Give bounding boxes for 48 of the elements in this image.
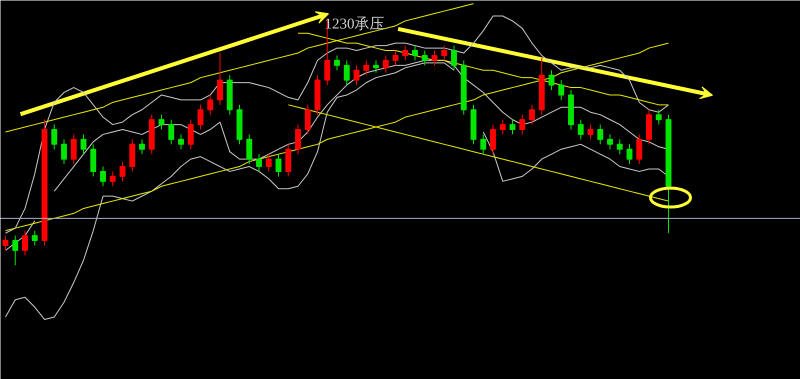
candlestick <box>51 124 58 150</box>
candlestick <box>422 50 428 66</box>
candlestick <box>2 235 8 251</box>
candlestick <box>22 230 28 256</box>
candlestick <box>246 134 252 165</box>
candlestick <box>90 144 96 177</box>
candlestick <box>188 119 194 150</box>
candlestick <box>510 119 516 135</box>
candlestick <box>373 60 379 74</box>
candlestick <box>334 54 340 71</box>
candlestick <box>432 50 438 66</box>
candlestick <box>656 109 662 126</box>
candlestick <box>344 60 350 86</box>
candlestick <box>285 144 292 177</box>
candlestick <box>402 45 408 61</box>
candlestick <box>529 104 535 126</box>
candlestick <box>363 60 370 76</box>
candlestick <box>500 119 506 135</box>
candlestick <box>70 134 77 165</box>
candlestick <box>12 235 18 266</box>
candlestick <box>412 45 418 61</box>
candlestick <box>80 134 86 155</box>
candlestick <box>120 161 126 182</box>
candlestick <box>354 64 360 86</box>
candlestick <box>276 154 282 177</box>
candlestick <box>441 45 448 61</box>
candlestick <box>451 45 457 71</box>
candlestick <box>158 114 164 130</box>
candlestick <box>110 170 116 187</box>
candlestick <box>217 52 223 106</box>
candlestick <box>558 80 564 100</box>
candlestick <box>129 138 136 172</box>
candlestick <box>139 138 145 155</box>
candlestick <box>392 50 398 66</box>
candlestick <box>256 154 262 172</box>
candlestick <box>519 114 526 135</box>
candlestick <box>168 119 174 145</box>
candlestick <box>61 138 67 165</box>
candlestick <box>266 154 272 172</box>
candlestick <box>382 54 389 74</box>
candlestick <box>198 104 204 130</box>
candlestick <box>178 134 184 150</box>
candlestick <box>304 104 311 135</box>
candlestick <box>207 94 214 116</box>
candlestick <box>548 70 554 91</box>
candlestick <box>295 124 301 155</box>
candlestick <box>32 230 38 246</box>
candlestick <box>100 166 106 187</box>
